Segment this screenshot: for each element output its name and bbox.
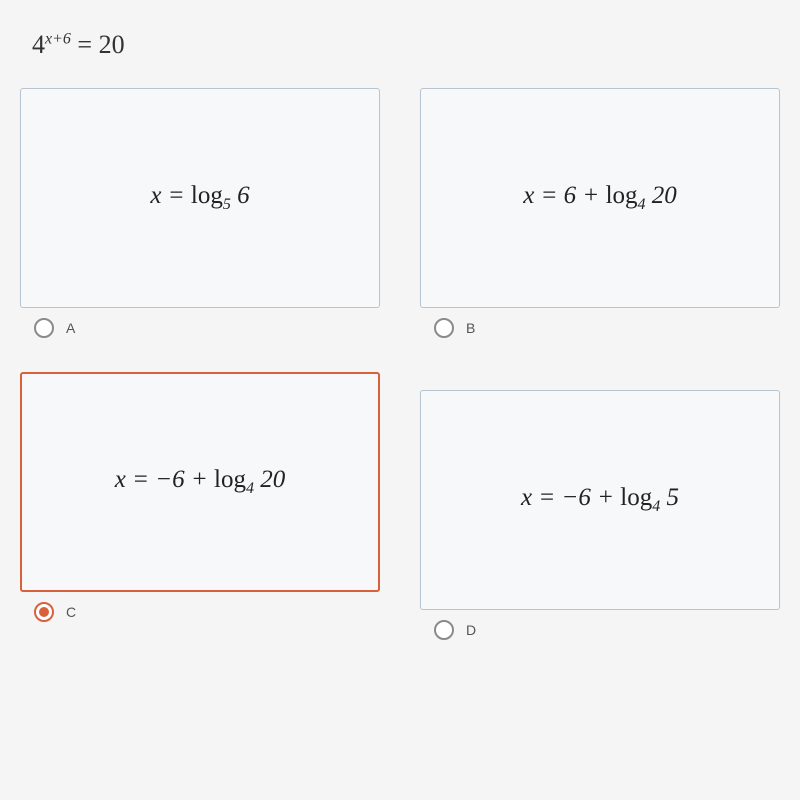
option-b-letter: B xyxy=(466,320,475,336)
option-cell-d: x = −6 + log4 5 D xyxy=(420,372,780,664)
option-a-letter: A xyxy=(66,320,75,336)
eq-rhs: = 20 xyxy=(77,30,124,59)
option-c-radio-row[interactable]: C xyxy=(20,592,380,646)
option-b-expression: x = 6 + log4 20 xyxy=(523,182,677,214)
option-a-expression: x = log5 6 xyxy=(150,182,249,214)
option-box-d[interactable]: x = −6 + log4 5 xyxy=(420,390,780,610)
radio-c[interactable] xyxy=(34,602,54,622)
option-d-radio-row[interactable]: D xyxy=(420,610,780,664)
radio-a[interactable] xyxy=(34,318,54,338)
question-equation: 4x+6 = 20 xyxy=(32,30,780,60)
option-d-letter: D xyxy=(466,622,476,638)
option-c-expression: x = −6 + log4 20 xyxy=(115,466,285,498)
eq-exponent: x+6 xyxy=(45,30,71,47)
option-box-c[interactable]: x = −6 + log4 20 xyxy=(20,372,380,592)
option-c-letter: C xyxy=(66,604,76,620)
option-a-radio-row[interactable]: A xyxy=(20,308,380,362)
option-box-b[interactable]: x = 6 + log4 20 xyxy=(420,88,780,308)
radio-d[interactable] xyxy=(434,620,454,640)
option-cell-b: x = 6 + log4 20 B xyxy=(420,88,780,362)
eq-base: 4 xyxy=(32,30,45,59)
option-b-radio-row[interactable]: B xyxy=(420,308,780,362)
option-cell-c: x = −6 + log4 20 C xyxy=(20,372,380,664)
option-box-a[interactable]: x = log5 6 xyxy=(20,88,380,308)
option-d-expression: x = −6 + log4 5 xyxy=(521,484,679,516)
options-grid: x = log5 6 A x = 6 + log4 20 B x = −6 + … xyxy=(20,88,780,664)
option-cell-a: x = log5 6 A xyxy=(20,88,380,362)
radio-b[interactable] xyxy=(434,318,454,338)
